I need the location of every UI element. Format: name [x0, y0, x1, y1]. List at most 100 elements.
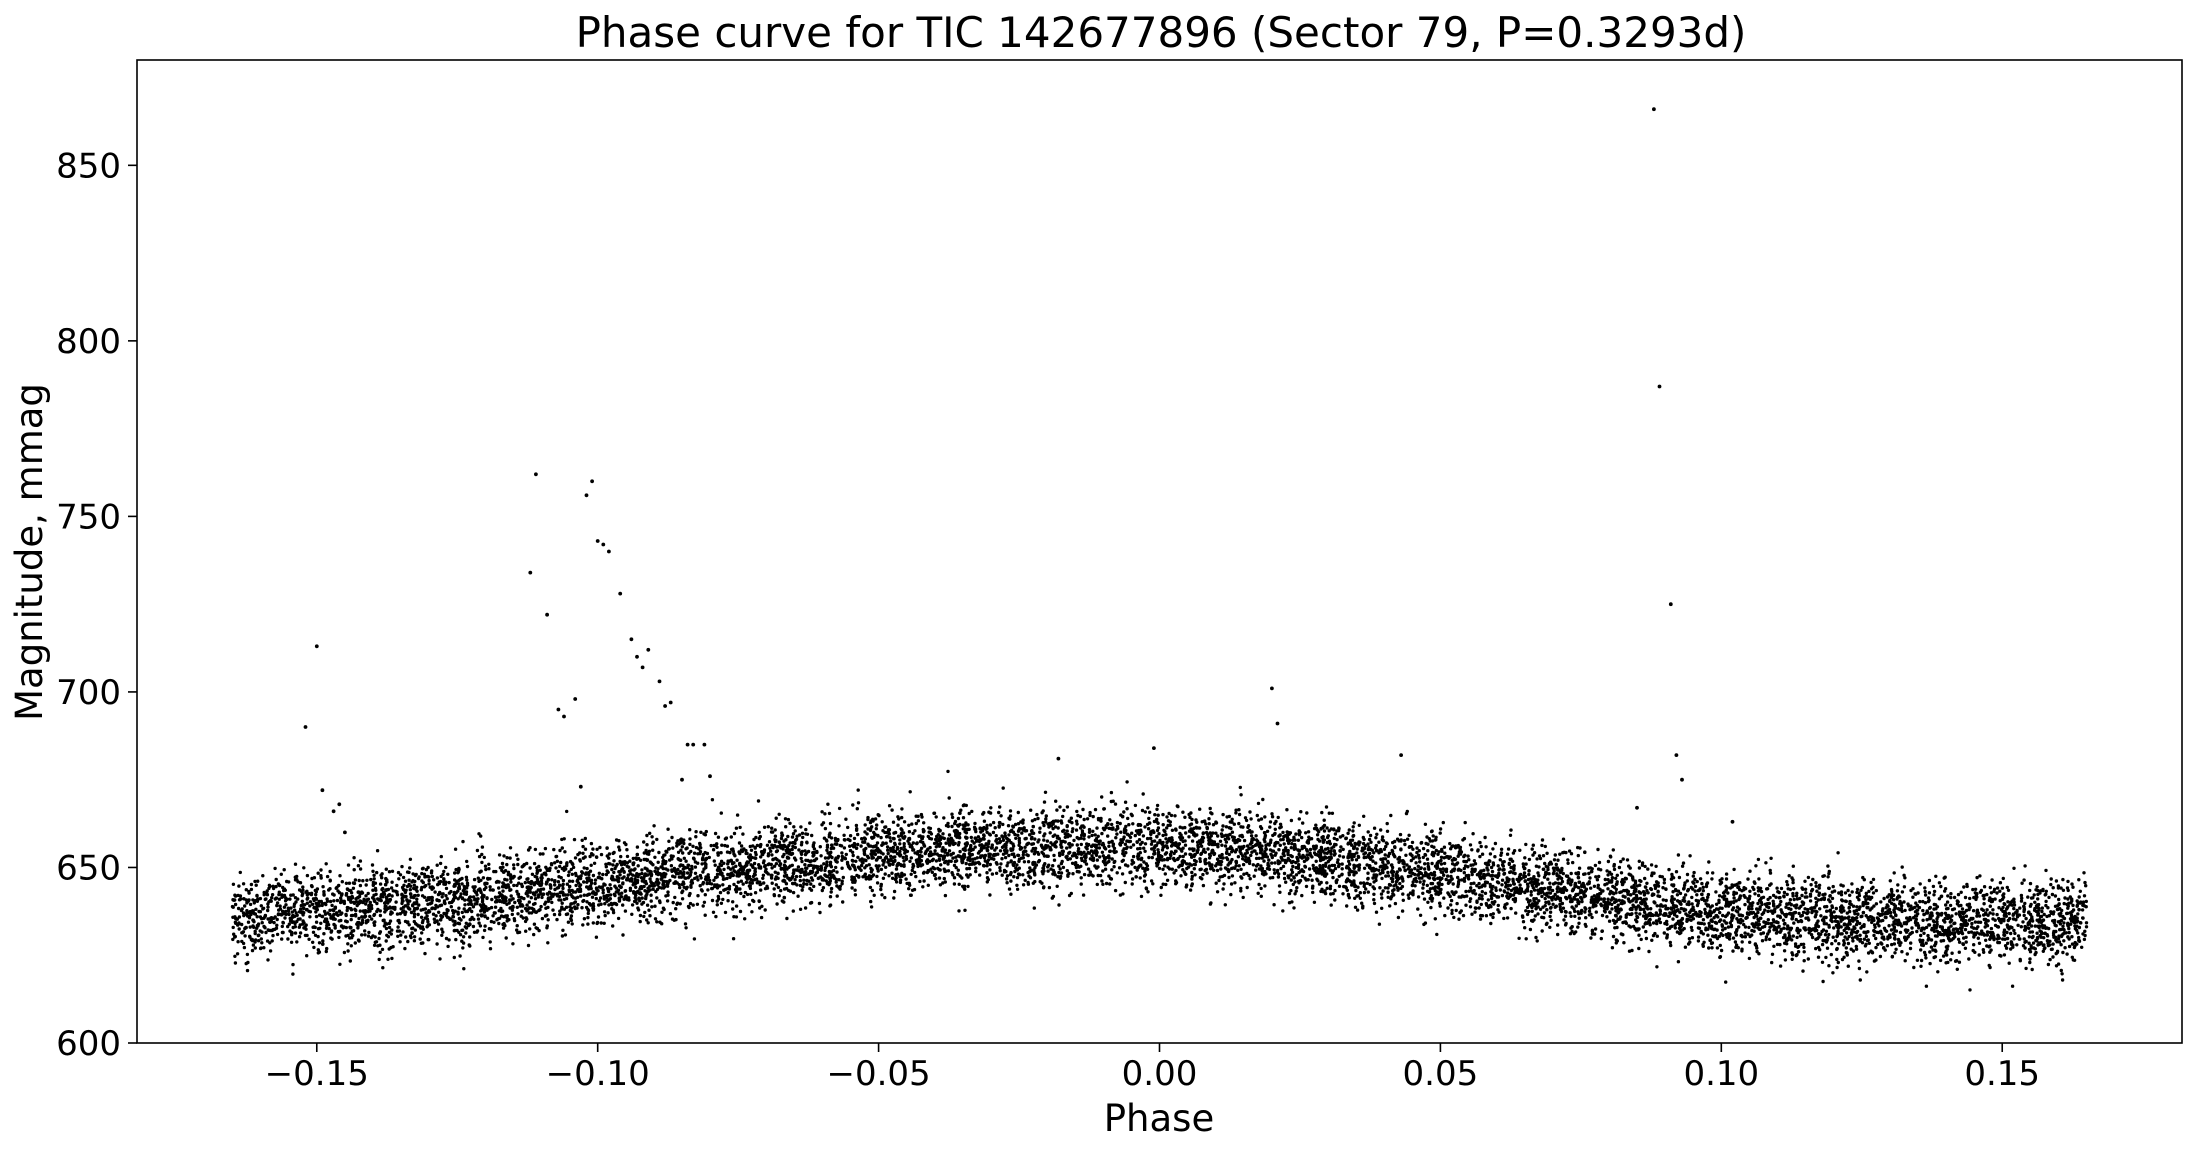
data-point: [1224, 840, 1229, 844]
data-point: [1772, 944, 1776, 948]
data-point: [1372, 887, 1377, 891]
data-point: [1268, 825, 1272, 829]
data-point: [1452, 915, 1456, 920]
data-point: [1556, 858, 1560, 862]
data-point: [1498, 888, 1503, 892]
data-point: [2028, 957, 2032, 961]
data-point: [1491, 847, 1495, 851]
data-point: [1652, 892, 1656, 897]
data-point: [1472, 859, 1477, 863]
data-point: [1827, 932, 1831, 937]
data-point: [1895, 897, 1899, 901]
data-point: [435, 942, 439, 946]
data-point: [1244, 855, 1248, 859]
data-point: [1718, 910, 1722, 915]
data-point: [1351, 825, 1355, 829]
data-point: [1352, 821, 1356, 825]
data-point: [856, 855, 860, 859]
data-point: [602, 921, 606, 925]
data-point: [1576, 853, 1581, 858]
data-point: [1795, 935, 1799, 940]
data-point: [683, 922, 688, 926]
data-point: [722, 867, 726, 872]
data-point: [1850, 936, 1855, 940]
data-point: [1368, 851, 1372, 856]
data-point: [1584, 916, 1588, 920]
data-point: [257, 933, 261, 937]
data-point: [1220, 843, 1224, 847]
data-point: [1609, 889, 1613, 894]
data-point: [1569, 871, 1573, 876]
data-point: [1767, 937, 1772, 941]
data-point: [998, 869, 1002, 873]
data-point: [1524, 937, 1528, 941]
data-point: [630, 903, 635, 907]
data-point: [1190, 877, 1194, 881]
data-point: [914, 858, 919, 862]
data-point: [804, 827, 808, 832]
data-point: [973, 845, 977, 849]
data-point: [1338, 849, 1342, 853]
data-point: [384, 939, 388, 943]
data-point: [1083, 860, 1087, 864]
data-point: [244, 888, 248, 892]
data-point: [462, 967, 466, 971]
data-point: [1839, 890, 1844, 894]
data-point: [2055, 940, 2059, 944]
data-point: [1030, 842, 1034, 846]
data-point: [1799, 942, 1804, 947]
data-point: [1540, 838, 1545, 842]
data-point: [1700, 881, 1704, 886]
data-point: [460, 939, 464, 943]
data-point: [505, 856, 509, 860]
data-point: [308, 904, 312, 908]
data-point: [1256, 801, 1261, 806]
data-point: [1380, 906, 1384, 910]
data-point: [753, 891, 758, 895]
data-point: [1541, 854, 1546, 858]
data-point: [1032, 906, 1037, 910]
data-point: [780, 831, 784, 835]
data-point: [2070, 882, 2074, 886]
data-point: [1107, 854, 1111, 858]
data-point: [2065, 902, 2069, 907]
data-point: [603, 902, 607, 906]
data-point: [1255, 813, 1260, 818]
data-point: [532, 922, 537, 926]
data-point: [1088, 813, 1092, 818]
data-point: [1478, 917, 1483, 921]
data-point: [1888, 879, 1893, 883]
data-point: [1964, 908, 1969, 913]
data-point: [1554, 862, 1559, 867]
data-point: [1270, 815, 1275, 819]
data-point: [856, 832, 860, 837]
data-point: [472, 877, 477, 882]
data-point: [266, 917, 270, 921]
data-point: [1051, 864, 1055, 868]
data-point: [1792, 887, 1796, 891]
data-point: [1637, 946, 1641, 951]
data-point: [543, 902, 547, 906]
data-point: [692, 851, 697, 855]
data-point: [1971, 909, 1976, 913]
data-point: [1568, 932, 1573, 936]
data-point: [1830, 942, 1834, 946]
data-point: [2047, 895, 2051, 900]
data-point: [953, 821, 957, 826]
data-point: [640, 868, 644, 872]
data-point: [526, 943, 531, 948]
data-point: [1044, 817, 1048, 821]
data-point: [2012, 937, 2016, 941]
data-point: [1982, 893, 1986, 898]
data-point: [1894, 947, 1898, 951]
data-point: [1866, 930, 1870, 934]
data-point: [823, 826, 828, 831]
data-point: [1847, 934, 1851, 939]
data-point: [902, 842, 906, 846]
data-point: [281, 885, 285, 890]
data-point: [1023, 845, 1027, 849]
data-point: [567, 870, 571, 874]
data-point: [1477, 896, 1482, 901]
data-point: [1927, 891, 1932, 895]
data-point: [1325, 826, 1329, 830]
